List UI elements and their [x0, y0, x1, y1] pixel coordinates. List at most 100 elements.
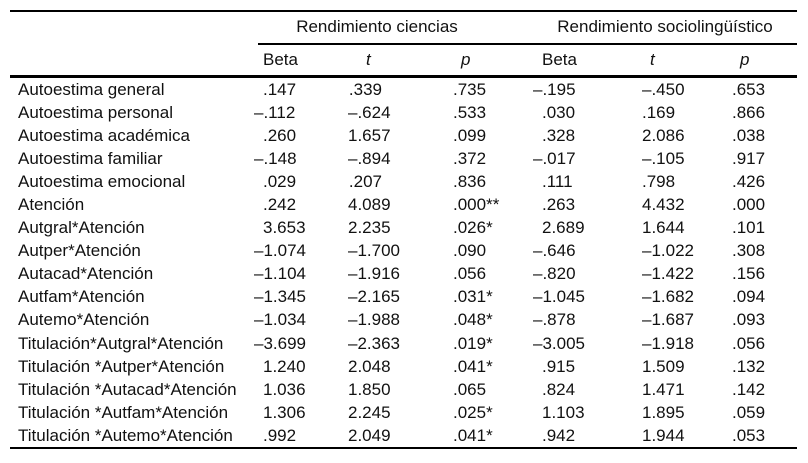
row-label: Autfam*Atención — [18, 287, 145, 307]
t-ciencias-value: 2.049 — [348, 425, 391, 445]
row-label: Autacad*Atención — [18, 264, 154, 284]
p-ciencias-value: .090 — [453, 241, 487, 261]
table-row: Titulación *Autper*Atención 1.240 2.048 .04… — [10, 355, 798, 378]
spanner-underline-rule — [258, 43, 797, 45]
t-ciencias-value: –.894 — [348, 148, 391, 168]
row-label: Titulación *Autacad*Atención — [18, 379, 237, 399]
table-row: Autoestima emocional .029 .207 .836 .111 .798… — [10, 170, 798, 193]
t-sociolinguistico-value: .169 — [642, 102, 676, 122]
beta-ciencias-value: 1.036 — [263, 379, 306, 399]
beta-sociolinguistico-value: .111 — [542, 171, 573, 191]
beta-sociolinguistico-value: .328 — [542, 125, 576, 145]
beta-sociolinguistico-value: .824 — [542, 379, 576, 399]
beta-ciencias-value: .242 — [263, 195, 297, 215]
p-sociolinguistico-value: .094 — [732, 287, 766, 307]
table-row: Autgral*Atención 3.653 2.235 .026* 2.689 1.64… — [10, 217, 798, 240]
col-header-p-sociolinguistico: p — [740, 49, 750, 69]
p-sociolinguistico-value: .000 — [732, 195, 766, 215]
spanner-header-row: Rendimiento ciencias Rendimiento socioli… — [10, 10, 798, 43]
beta-ciencias-value: 3.653 — [263, 218, 306, 238]
t-sociolinguistico-value: 1.509 — [642, 356, 685, 376]
p-ciencias-value: .048* — [453, 310, 493, 330]
t-sociolinguistico-value: 1.471 — [642, 379, 685, 399]
beta-sociolinguistico-value: –3.005 — [533, 333, 585, 353]
t-sociolinguistico-value: –1.022 — [642, 241, 694, 261]
table-row: Autper*Atención –1.074 –1.700 .090 –.646 –1.0… — [10, 240, 798, 263]
row-label: Titulación *Autper*Atención — [18, 356, 225, 376]
t-ciencias-value: –2.363 — [348, 333, 400, 353]
beta-sociolinguistico-value: 1.103 — [542, 402, 585, 422]
col-header-t-ciencias: t — [366, 49, 371, 69]
p-ciencias-value: .065 — [453, 379, 487, 399]
table-row: Titulación*Autgral*Atención –3.699 –2.363.… — [10, 332, 798, 355]
t-sociolinguistico-value: –1.918 — [642, 333, 694, 353]
p-ciencias-value: .031* — [453, 287, 493, 307]
spanner-rendimiento-sociolinguistico: Rendimiento sociolingüístico — [557, 16, 773, 36]
table-row: Autacad*Atención –1.104 –1.916 .056 –.820 –1.… — [10, 263, 798, 286]
t-sociolinguistico-value: 1.895 — [642, 402, 685, 422]
t-ciencias-value: –2.165 — [348, 287, 400, 307]
beta-sociolinguistico-value: –.878 — [533, 310, 576, 330]
col-header-p-ciencias: p — [461, 49, 471, 69]
row-label: Autgral*Atención — [18, 218, 145, 238]
p-sociolinguistico-value: .308 — [732, 241, 766, 261]
beta-ciencias-value: –1.345 — [254, 287, 306, 307]
row-label: Autoestima familiar — [18, 148, 163, 168]
bottom-rule — [10, 447, 797, 449]
beta-sociolinguistico-value: –.820 — [533, 264, 576, 284]
table-row: Titulación *Autemo*Atención .992 2.049 .041… — [10, 424, 798, 447]
table-row: Autoestima académica .260 1.657 .099 .328 2.0… — [10, 124, 798, 147]
beta-ciencias-value: .260 — [263, 125, 297, 145]
t-ciencias-value: –1.988 — [348, 310, 400, 330]
beta-sociolinguistico-value: –.646 — [533, 241, 576, 261]
t-sociolinguistico-value: 2.086 — [642, 125, 685, 145]
p-ciencias-value: .735 — [453, 79, 487, 99]
p-sociolinguistico-value: .038 — [732, 125, 766, 145]
row-label: Autoestima personal — [18, 102, 173, 122]
t-ciencias-value: –.624 — [348, 102, 391, 122]
beta-sociolinguistico-value: –1.045 — [533, 287, 585, 307]
p-ciencias-value: .533 — [453, 102, 487, 122]
table-row: Autemo*Atención –1.034 –1.988 .048* –.878 –1.… — [10, 309, 798, 332]
table-row: Titulación *Autfam*Atención 1.306 2.245 .02… — [10, 401, 798, 424]
beta-ciencias-value: –1.104 — [254, 264, 306, 284]
table-row: Autoestima familiar –.148 –.894 .372 –.017 –.… — [10, 147, 798, 170]
table-row: Autoestima general .147 .339 .735 –.195 –.450… — [10, 78, 798, 101]
t-ciencias-value: –1.916 — [348, 264, 400, 284]
col-header-beta-sociolinguistico: Beta — [542, 49, 577, 69]
p-sociolinguistico-value: .093 — [732, 310, 766, 330]
table-row: Atención .242 4.089 .000** .263 4.432 .000 — [10, 193, 798, 216]
beta-ciencias-value: –.112 — [254, 102, 296, 122]
t-sociolinguistico-value: –.105 — [642, 148, 685, 168]
p-ciencias-value: .041* — [453, 356, 493, 376]
t-sociolinguistico-value: .798 — [642, 171, 676, 191]
t-sociolinguistico-value: 4.432 — [642, 195, 685, 215]
p-ciencias-value: .019* — [453, 333, 493, 353]
t-sociolinguistico-value: –1.422 — [642, 264, 694, 284]
p-sociolinguistico-value: .142 — [732, 379, 766, 399]
beta-sociolinguistico-value: .030 — [542, 102, 576, 122]
table-row: Autoestima personal –.112 –.624 .533 .030 .16… — [10, 101, 798, 124]
spanner-rendimiento-ciencias: Rendimiento ciencias — [296, 16, 458, 36]
t-ciencias-value: 2.048 — [348, 356, 391, 376]
p-sociolinguistico-value: .132 — [732, 356, 766, 376]
col-header-beta-ciencias: Beta — [263, 49, 298, 69]
beta-sociolinguistico-value: .942 — [542, 425, 576, 445]
beta-sociolinguistico-value: .263 — [542, 195, 576, 215]
table-row: Titulación *Autacad*Atención 1.036 1.850 .0… — [10, 378, 798, 401]
header-bottom-rule — [10, 75, 797, 78]
t-ciencias-value: 2.235 — [348, 218, 391, 238]
t-ciencias-value: .207 — [348, 171, 382, 191]
beta-ciencias-value: –1.074 — [254, 241, 306, 261]
column-header-row: Beta t p Beta t p — [10, 44, 798, 75]
p-ciencias-value: .372 — [453, 148, 487, 168]
p-ciencias-value: .836 — [453, 171, 487, 191]
t-ciencias-value: 2.245 — [348, 402, 391, 422]
t-sociolinguistico-value: –1.687 — [642, 310, 694, 330]
beta-ciencias-value: 1.306 — [263, 402, 306, 422]
beta-ciencias-value: .147 — [263, 79, 297, 99]
row-label: Atención — [18, 195, 85, 215]
beta-ciencias-value: .029 — [263, 171, 297, 191]
p-ciencias-value: .099 — [453, 125, 487, 145]
